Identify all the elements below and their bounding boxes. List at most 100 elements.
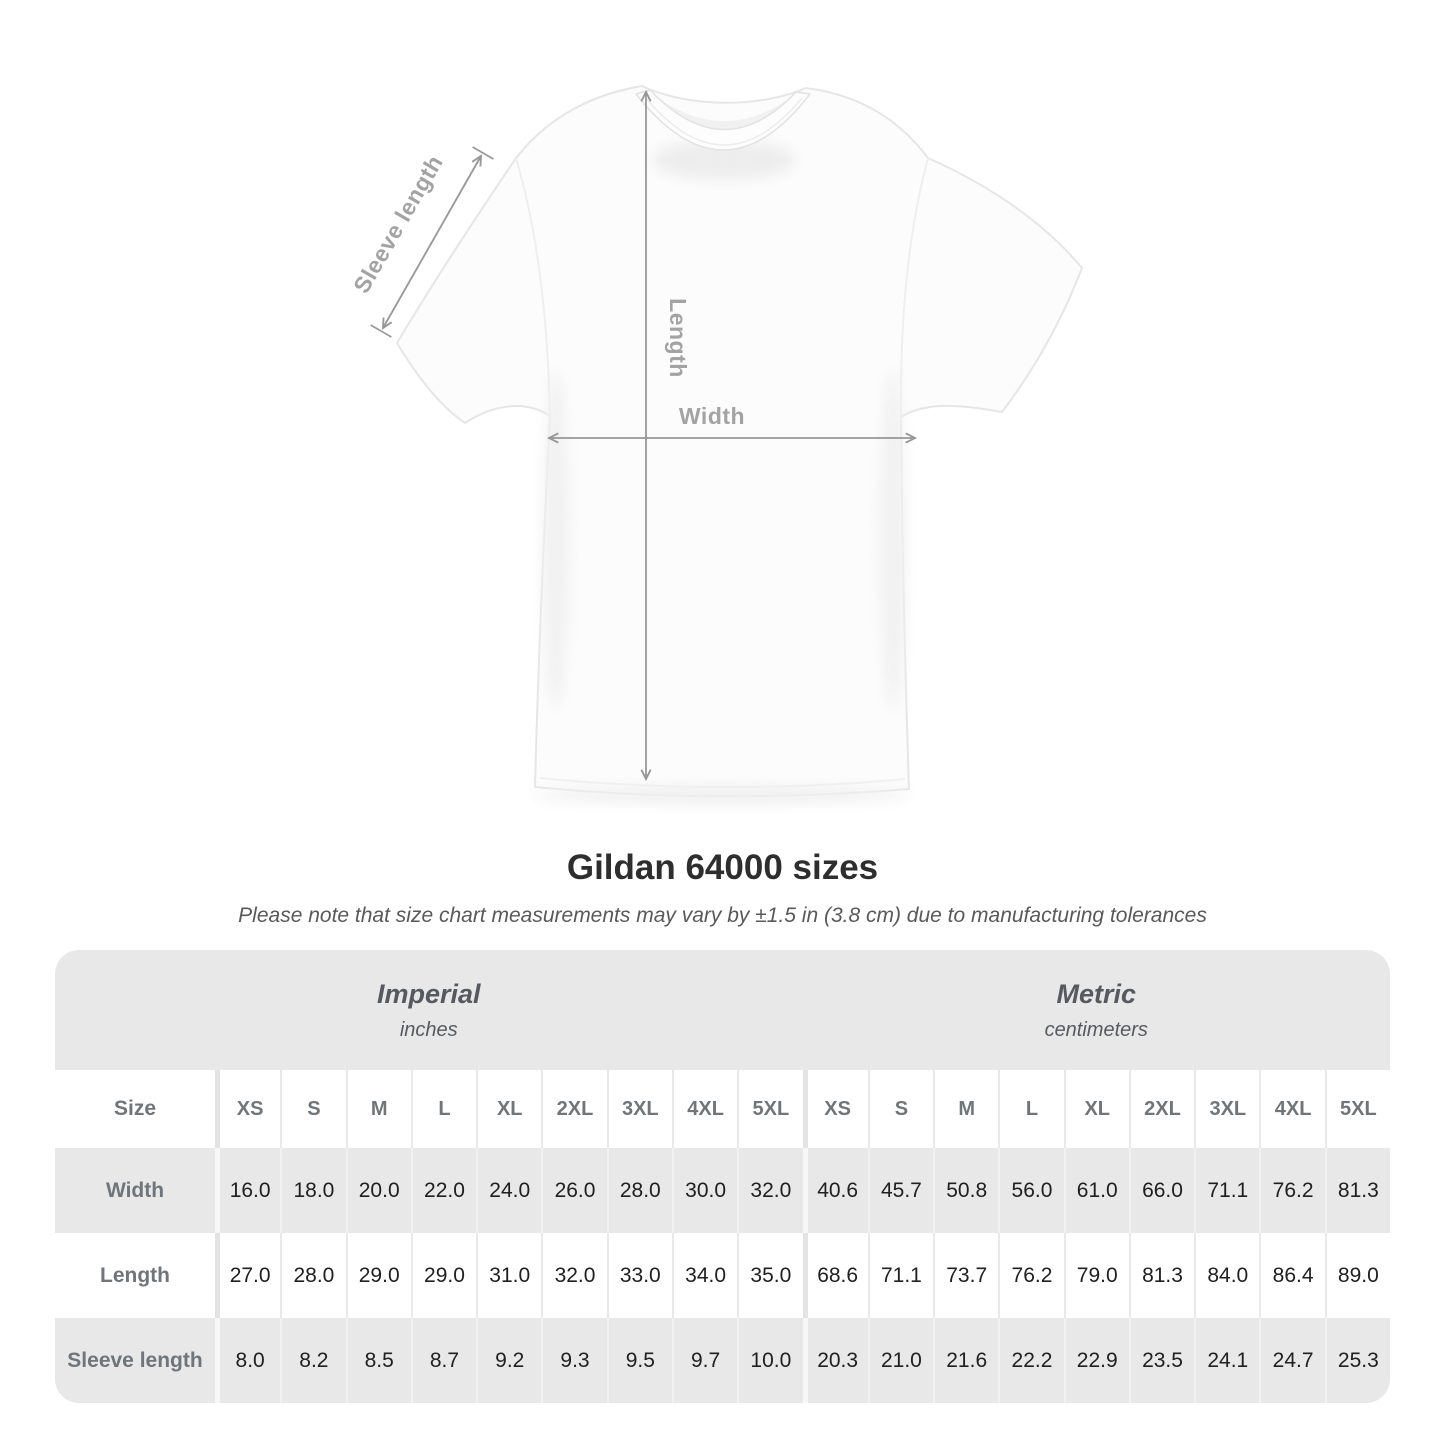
table-cell: 22.9 [1063, 1318, 1129, 1403]
size-header-cell: M [933, 1070, 998, 1148]
table-cell: 27.0 [215, 1233, 280, 1318]
table-cell: 8.5 [345, 1318, 411, 1403]
size-header-cell: XS [802, 1070, 868, 1148]
table-cell: 33.0 [606, 1233, 672, 1318]
size-header-cell: 2XL [541, 1070, 606, 1148]
table-cell: 8.7 [410, 1318, 476, 1403]
table-cell: 25.3 [1324, 1318, 1390, 1403]
unit-system-header: Imperial inches Metric centimeters [55, 950, 1390, 1070]
row-label: Sleeve length [67, 1348, 203, 1372]
table-cell: 31.0 [476, 1233, 541, 1318]
table-cell: 21.6 [933, 1318, 998, 1403]
table-cell: 66.0 [1128, 1148, 1194, 1233]
table-cell: 9.5 [606, 1318, 672, 1403]
table-cell: 28.0 [606, 1148, 672, 1233]
hem-stitch [539, 777, 906, 789]
table-cell: 9.7 [671, 1318, 737, 1403]
shading-collar [652, 140, 796, 180]
table-cell: 10.0 [737, 1318, 802, 1403]
table-cell: 18.0 [280, 1148, 345, 1233]
table-cell: 56.0 [998, 1148, 1063, 1233]
table-cell: 76.2 [998, 1233, 1063, 1318]
table-cell: 73.7 [933, 1233, 998, 1318]
table-cell: 71.1 [1194, 1148, 1259, 1233]
length-label: Length [665, 298, 691, 378]
table-cell: 9.2 [476, 1318, 541, 1403]
table-cell: 8.0 [215, 1318, 280, 1403]
table-cell: 50.8 [933, 1148, 998, 1233]
table-cell: 24.0 [476, 1148, 541, 1233]
table-cell: 68.6 [802, 1233, 868, 1318]
size-header-cell: L [998, 1070, 1063, 1148]
size-chart-table: Imperial inches Metric centimeters Size … [55, 950, 1390, 1403]
tshirt-illustration [396, 85, 1083, 804]
table-cell: 86.4 [1259, 1233, 1324, 1318]
table-cell: 22.2 [998, 1318, 1063, 1403]
sleeve-length-arrow [381, 154, 483, 330]
page-title: Gildan 64000 sizes [566, 848, 879, 887]
size-header-cell: 2XL [1128, 1070, 1194, 1148]
shading-left [543, 370, 569, 710]
size-header-cell: S [867, 1070, 933, 1148]
table-cell: 34.0 [671, 1233, 737, 1318]
sleeve-length-row: Sleeve length 8.0 8.2 8.5 8.7 9.2 9.3 9.… [55, 1318, 1390, 1403]
table-cell: 23.5 [1128, 1318, 1194, 1403]
table-cell: 89.0 [1324, 1233, 1390, 1318]
table-cell: 84.0 [1194, 1233, 1259, 1318]
size-header-cell: M [345, 1070, 411, 1148]
table-cell: 30.0 [671, 1148, 737, 1233]
table-cell: 24.1 [1194, 1318, 1259, 1403]
size-header-cell: 3XL [1194, 1070, 1259, 1148]
table-cell: 16.0 [215, 1148, 280, 1233]
tshirt-body [396, 85, 1083, 798]
table-cell: 61.0 [1063, 1148, 1129, 1233]
table-cell: 76.2 [1259, 1148, 1324, 1233]
sleeve-arrow-start-tick [472, 146, 494, 160]
sleeve-arrow-end-tick [370, 324, 392, 338]
table-cell: 9.3 [541, 1318, 606, 1403]
table-cell: 20.0 [345, 1148, 411, 1233]
table-cell: 81.3 [1128, 1233, 1194, 1318]
table-cell: 29.0 [345, 1233, 411, 1318]
size-header-cell: XL [1063, 1070, 1129, 1148]
table-cell: 20.3 [802, 1318, 868, 1403]
tshirt-measurement-diagram: Width Length Sleeve length [348, 85, 1083, 804]
width-label: Width [679, 403, 745, 429]
table-cell: 35.0 [737, 1233, 802, 1318]
size-header-cell: XL [476, 1070, 541, 1148]
table-cell: 26.0 [541, 1148, 606, 1233]
right-armhole-seam [899, 157, 929, 418]
row-label: Width [105, 1178, 165, 1202]
imperial-unit: inches [399, 1018, 458, 1041]
sleeve-length-label: Sleeve length [348, 150, 448, 297]
size-header-row: Size XS S M L XL 2XL 3XL 4XL 5XL XS S M … [55, 1070, 1390, 1148]
table-cell: 79.0 [1063, 1233, 1129, 1318]
collar-stitch [645, 97, 803, 146]
table-cell: 29.0 [410, 1233, 476, 1318]
table-cell: 45.7 [867, 1148, 933, 1233]
table-cell: 81.3 [1324, 1148, 1390, 1233]
size-header-cell: 5XL [1324, 1070, 1390, 1148]
table-cell: 22.0 [410, 1148, 476, 1233]
imperial-title: Imperial [376, 978, 481, 1009]
tshirt-diagram-svg: Width Length Sleeve length [348, 85, 1083, 804]
table-cell: 28.0 [280, 1233, 345, 1318]
size-header-cell: XS [215, 1070, 280, 1148]
table-cell: 32.0 [737, 1148, 802, 1233]
table-cell: 71.1 [867, 1233, 933, 1318]
metric-header: Metric centimeters [803, 950, 1391, 1070]
tolerance-note: Please note that size chart measurements… [238, 904, 1207, 927]
size-header-cell: 4XL [671, 1070, 737, 1148]
size-header-cell: 4XL [1259, 1070, 1324, 1148]
shading-hem [532, 786, 912, 804]
size-row-label: Size [113, 1097, 157, 1120]
collar-band [635, 89, 811, 151]
table-cell: 40.6 [802, 1148, 868, 1233]
table-cell: 8.2 [280, 1318, 345, 1403]
width-row: Width 16.0 18.0 20.0 22.0 24.0 26.0 28.0… [55, 1148, 1390, 1233]
measurement-arrows [370, 89, 918, 782]
left-armhole-seam [515, 157, 551, 417]
length-row: Length 27.0 28.0 29.0 29.0 31.0 32.0 33.… [55, 1233, 1390, 1318]
size-header-cell: S [280, 1070, 345, 1148]
title-block: Gildan 64000 sizes Please note that size… [0, 848, 1445, 928]
